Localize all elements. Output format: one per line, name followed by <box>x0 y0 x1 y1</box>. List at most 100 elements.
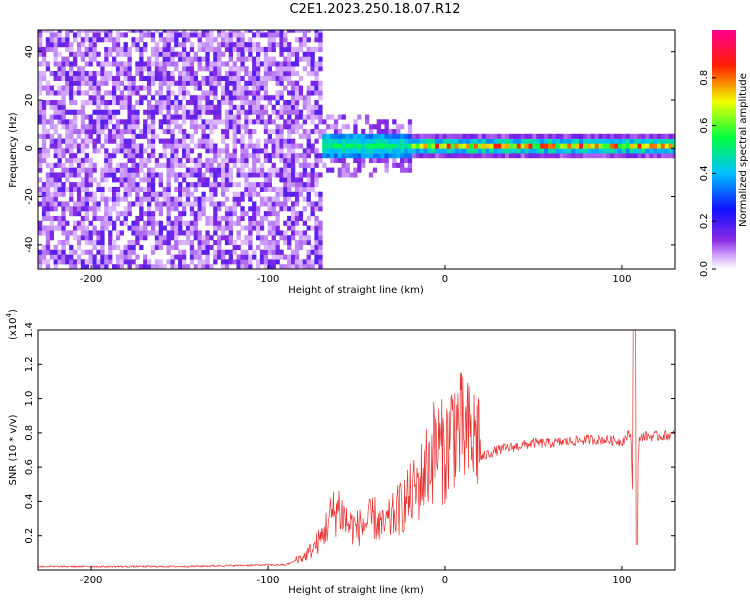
heatmap-cell <box>88 220 93 226</box>
heatmap-cell <box>618 153 623 159</box>
heatmap-cell <box>571 138 576 144</box>
heatmap-cell <box>201 124 206 130</box>
heatmap-cell <box>123 172 128 178</box>
heatmap-cell <box>96 230 101 236</box>
heatmap-cell <box>61 244 66 250</box>
heatmap-cell <box>248 138 253 144</box>
heatmap-cell <box>189 157 195 163</box>
heatmap-cell <box>318 133 323 139</box>
heatmap-cell <box>298 177 304 183</box>
heatmap-cell <box>158 153 163 159</box>
heatmap-cell <box>80 104 86 110</box>
heatmap-cell <box>298 230 304 236</box>
heatmap-cell <box>158 244 163 250</box>
heatmap-cell <box>100 71 105 77</box>
heatmap-cell <box>213 61 218 67</box>
heatmap-cell <box>248 30 253 33</box>
heatmap-cell <box>131 177 136 183</box>
heatmap-cell <box>131 104 136 110</box>
heatmap-cell <box>583 138 588 144</box>
heatmap-cell <box>384 119 389 125</box>
heatmap-cell <box>337 133 342 139</box>
heatmap-cell <box>96 182 101 188</box>
heatmap-cell <box>158 124 163 130</box>
heatmap-cell <box>263 143 269 149</box>
heatmap-cell <box>112 85 117 91</box>
heatmap-cell <box>182 138 187 144</box>
heatmap-cell <box>267 220 272 226</box>
heatmap-cell <box>38 90 43 96</box>
heatmap-cell <box>178 129 183 135</box>
heatmap-cell <box>41 157 47 163</box>
heatmap-cell <box>193 71 198 77</box>
heatmap-cell <box>135 71 140 77</box>
heatmap-cell <box>236 109 241 115</box>
heatmap-cell <box>131 124 136 130</box>
heatmap-cell <box>170 235 175 241</box>
heatmap-cell <box>637 148 642 154</box>
heatmap-cell <box>45 225 51 231</box>
heatmap-cell <box>217 100 222 106</box>
heatmap-cell <box>384 162 389 168</box>
heatmap-cell <box>314 109 319 115</box>
heatmap-cell <box>287 100 292 106</box>
heatmap-cell <box>586 148 592 154</box>
heatmap-cell <box>232 249 237 255</box>
heatmap-cell <box>162 264 167 269</box>
heatmap-cell <box>337 172 342 178</box>
heatmap-cell <box>135 109 140 115</box>
heatmap-cell <box>248 56 253 62</box>
heatmap-cell <box>53 206 58 212</box>
heatmap-cell <box>310 148 315 154</box>
heatmap-cell <box>41 153 47 159</box>
heatmap-cell <box>314 30 319 33</box>
heatmap-cell <box>213 119 218 125</box>
heatmap-cell <box>314 100 319 106</box>
heatmap-cell <box>108 186 113 192</box>
heatmap-cell <box>123 104 128 110</box>
heatmap-cell <box>96 259 101 265</box>
heatmap-cell <box>341 138 346 144</box>
heatmap-cell <box>287 46 292 52</box>
heatmap-cell <box>271 61 276 67</box>
heatmap-cell <box>244 157 249 163</box>
heatmap-cell <box>209 215 214 221</box>
heatmap-cell <box>84 240 89 246</box>
heatmap-cell <box>127 90 132 96</box>
heatmap-cell <box>318 61 323 67</box>
heatmap-cell <box>306 196 311 202</box>
heatmap-cell <box>271 37 276 43</box>
heatmap-cell <box>361 129 366 135</box>
heatmap-cell <box>197 182 202 188</box>
heatmap-cell <box>287 177 292 183</box>
heatmap-cell <box>123 215 128 221</box>
heatmap-cell <box>213 215 218 221</box>
heatmap-cell <box>139 235 144 241</box>
heatmap-cell <box>232 133 237 139</box>
heatmap-cell <box>267 249 272 255</box>
heatmap-cell <box>291 138 296 144</box>
heatmap-cell <box>380 153 385 159</box>
heatmap-cell <box>185 182 191 188</box>
heatmap-cell <box>481 153 487 159</box>
heatmap-cell <box>178 186 183 192</box>
heatmap-cell <box>559 143 564 149</box>
heatmap-cell <box>197 153 202 159</box>
heatmap-cell <box>221 148 226 154</box>
heatmap-cell <box>201 109 206 115</box>
heatmap-cell <box>135 235 140 241</box>
heatmap-cell <box>232 46 237 52</box>
heatmap-cell <box>193 124 198 130</box>
heatmap-cell <box>174 61 179 67</box>
heatmap-cell <box>551 148 557 154</box>
heatmap-cell <box>57 119 62 125</box>
heatmap-cell <box>228 51 233 57</box>
heatmap-cell <box>232 182 237 188</box>
heatmap-cell <box>283 235 288 241</box>
heatmap-cell <box>108 30 113 33</box>
heatmap-cell <box>536 153 541 159</box>
heatmap-cell <box>400 157 405 163</box>
heatmap-cell <box>45 240 51 246</box>
heatmap-cell <box>435 138 440 144</box>
heatmap-cell <box>92 206 97 212</box>
